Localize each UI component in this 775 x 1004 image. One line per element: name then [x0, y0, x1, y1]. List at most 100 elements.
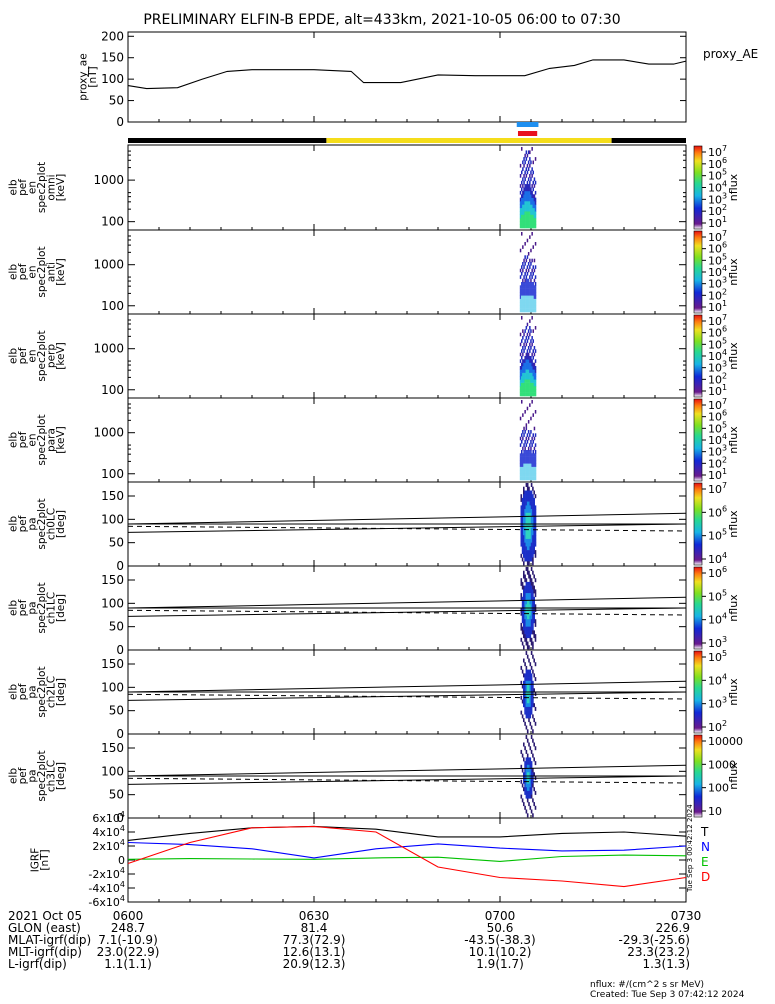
spectrogram-cell — [530, 356, 532, 360]
spectrogram-cell — [533, 453, 536, 457]
spectrogram-cell — [529, 235, 531, 239]
spectrogram-cell — [524, 366, 526, 370]
pa-spectrogram-cell — [528, 783, 530, 788]
spectrogram-cell — [530, 466, 532, 471]
pa-spectrogram-cell — [528, 516, 530, 521]
spectrogram-cell — [525, 450, 528, 454]
colorbar-strip — [693, 314, 703, 398]
pa-spectrogram-cell — [525, 567, 528, 571]
pa-spectrogram-cell — [520, 626, 523, 631]
spectrogram-cell — [532, 295, 534, 299]
colorbar-tick-label: 103 — [708, 444, 727, 459]
pa-spectrogram-cell — [524, 637, 526, 642]
pa-spectrogram-cell — [532, 486, 534, 491]
spectrogram-cell — [529, 356, 531, 360]
spectrogram-cell — [533, 177, 536, 182]
spectrogram-cell — [534, 433, 537, 437]
spectrogram-cell — [531, 456, 533, 461]
y-tick-label: 150 — [101, 573, 124, 587]
pa-spectrogram-cell — [530, 535, 533, 540]
y-axis-label-line: elb — [8, 768, 20, 784]
spectrogram-cell — [521, 450, 523, 454]
pa-spectrogram-cell — [526, 538, 529, 543]
spectrogram-cell — [523, 217, 525, 222]
pa-spectrogram-cell — [525, 483, 528, 487]
spectrogram-cell — [530, 362, 532, 367]
pa-spectrogram-cell — [529, 497, 532, 502]
spectrogram-cell — [534, 372, 537, 377]
pa-spectrogram-cell — [525, 600, 528, 605]
spectrogram-cell — [530, 386, 532, 390]
spectrogram-cell — [530, 288, 532, 293]
spectrogram-cell — [532, 292, 534, 296]
pa-spectrogram-cell — [521, 527, 524, 532]
spectrogram-cell — [519, 207, 522, 212]
pa-spectrogram-cell — [520, 596, 523, 601]
spectrogram-cell — [521, 356, 523, 360]
pa-spectrogram-cell — [532, 729, 534, 734]
colorbar-tick-label: 106 — [708, 241, 727, 256]
colorbar-tick-label: 104 — [708, 348, 727, 363]
pa-spectrogram-cell — [532, 641, 534, 646]
spectrogram-cell — [534, 308, 537, 313]
spectrogram-cell — [529, 157, 531, 161]
y-tick-label: 100 — [101, 764, 124, 778]
spectrogram-cell — [519, 305, 522, 309]
spectrogram-cell — [522, 476, 524, 481]
spectrogram-cell — [522, 389, 524, 393]
spectrogram-cell — [524, 460, 526, 464]
spectrogram-cell — [522, 386, 524, 390]
pa-spectrogram-cell — [524, 662, 526, 667]
pa-spectrogram-cell — [528, 695, 530, 700]
pa-spectrogram-cell — [534, 634, 537, 639]
y-axis-label-line: pef — [17, 515, 29, 532]
spectrogram-cell — [526, 466, 529, 471]
spectrogram-cell — [529, 359, 531, 363]
pa-spectrogram-cell — [523, 574, 525, 579]
spectrogram-cell — [526, 440, 529, 444]
spectrogram-cell — [519, 366, 522, 370]
pa-spectrogram-cell — [526, 567, 529, 571]
spectrogram-cell — [532, 362, 534, 367]
pa-spectrogram-cell — [532, 688, 534, 693]
spectrogram-cell — [523, 386, 525, 390]
pa-spectrogram-cell — [530, 490, 533, 495]
pa-spectrogram-cell — [523, 589, 525, 594]
proxy-ae-line — [127, 59, 687, 90]
spectrogram-cell — [532, 476, 534, 481]
colorbar-label: nflux — [727, 762, 740, 790]
pa-spectrogram-cell — [533, 490, 535, 495]
colorbar-tick-label: 106 — [708, 156, 727, 171]
spectrogram-cell — [534, 450, 537, 454]
spectrogram-cell — [521, 400, 523, 404]
spectrogram-cell — [529, 221, 531, 225]
pa-spectrogram-cell — [529, 662, 532, 667]
spectrogram-cell — [524, 160, 526, 165]
spectrogram-cell — [521, 187, 523, 192]
spectrogram-cell — [521, 194, 523, 198]
spectrogram-cell — [527, 302, 530, 306]
igrf-series-E — [127, 854, 687, 862]
spectrogram-cell — [534, 302, 537, 306]
spectrogram-cell — [526, 450, 529, 454]
y-axis-label-line: [deg] — [55, 594, 67, 622]
pa-spectrogram-cell — [530, 641, 533, 646]
spectrogram-cell — [529, 453, 531, 457]
pa-spectrogram-cell — [523, 626, 525, 631]
pa-spectrogram-cell — [529, 721, 532, 726]
spectrogram-cell — [534, 382, 537, 387]
pa-spectrogram-cell — [534, 578, 537, 583]
spectrogram-cell — [532, 194, 534, 198]
spectrogram-cell — [531, 295, 533, 299]
spectrogram-cell — [524, 346, 526, 350]
spectrogram-cell — [525, 466, 528, 471]
spectrogram-cell — [527, 167, 530, 171]
spectrogram-cell — [529, 180, 531, 185]
spectrogram-cell — [533, 194, 536, 198]
spectrogram-cell — [521, 476, 523, 481]
pa-spectrogram-cell — [526, 710, 529, 715]
ae-frame — [127, 31, 687, 123]
ephemeris-value: 226.9 — [656, 921, 690, 935]
pa-spectrogram-cell — [523, 699, 525, 704]
